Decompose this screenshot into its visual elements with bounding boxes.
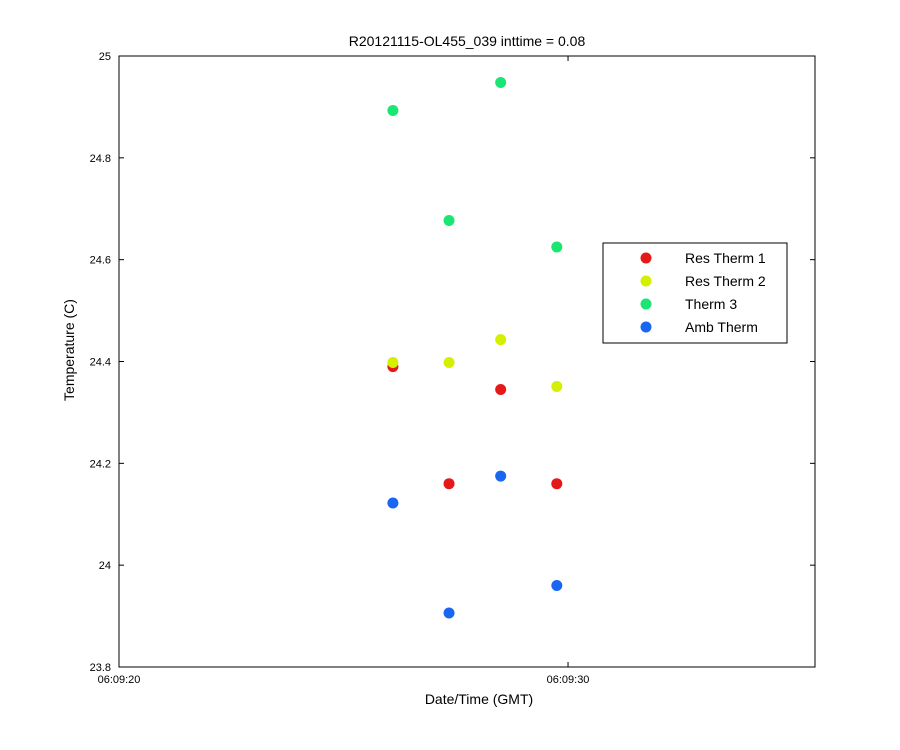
data-point <box>495 384 507 396</box>
x-axis: 06:09:20 06:09:30 <box>98 56 590 686</box>
y-axis-title: Temperature (C) <box>61 299 77 401</box>
x-tick-label: 06:09:20 <box>98 674 141 686</box>
data-point <box>387 104 399 116</box>
y-tick-label: 23.8 <box>90 662 111 674</box>
data-point <box>551 241 563 253</box>
x-axis-title: Date/Time (GMT) <box>425 691 533 707</box>
data-point <box>551 580 563 592</box>
legend-box <box>602 242 788 344</box>
y-tick-label: 24.6 <box>90 255 111 267</box>
data-point <box>495 470 507 482</box>
data-point <box>551 380 563 392</box>
y-axis: 23.8 24 24.2 24.4 24.6 24.8 25 <box>90 51 815 674</box>
y-tick-label: 24 <box>99 560 111 572</box>
chart-title: R20121115-OL455_039 inttime = 0.08 <box>349 33 586 49</box>
x-tick-label: 06:09:30 <box>547 674 590 686</box>
legend-label: Res Therm 1 <box>685 250 766 266</box>
y-tick-label: 25 <box>99 51 111 63</box>
legend-marker <box>640 275 652 287</box>
legend-label: Therm 3 <box>685 296 737 312</box>
plot-area <box>118 55 816 668</box>
data-point <box>443 357 455 369</box>
data-point <box>495 334 507 346</box>
y-tick-label: 24.2 <box>90 458 111 470</box>
data-point <box>387 357 399 369</box>
data-point <box>443 214 455 226</box>
legend-marker <box>640 321 652 333</box>
data-point <box>443 478 455 490</box>
legend-marker <box>640 252 652 264</box>
data-points <box>387 76 563 619</box>
data-point <box>443 607 455 619</box>
legend-label: Amb Therm <box>685 319 758 335</box>
legend: Res Therm 1 Res Therm 2 Therm 3 Amb Therm <box>602 242 788 344</box>
y-tick-label: 24.8 <box>90 153 111 165</box>
data-point <box>551 478 563 490</box>
data-point <box>387 497 399 509</box>
legend-marker <box>640 298 652 310</box>
legend-label: Res Therm 2 <box>685 273 766 289</box>
data-point <box>495 76 507 88</box>
y-tick-label: 24.4 <box>90 357 111 369</box>
